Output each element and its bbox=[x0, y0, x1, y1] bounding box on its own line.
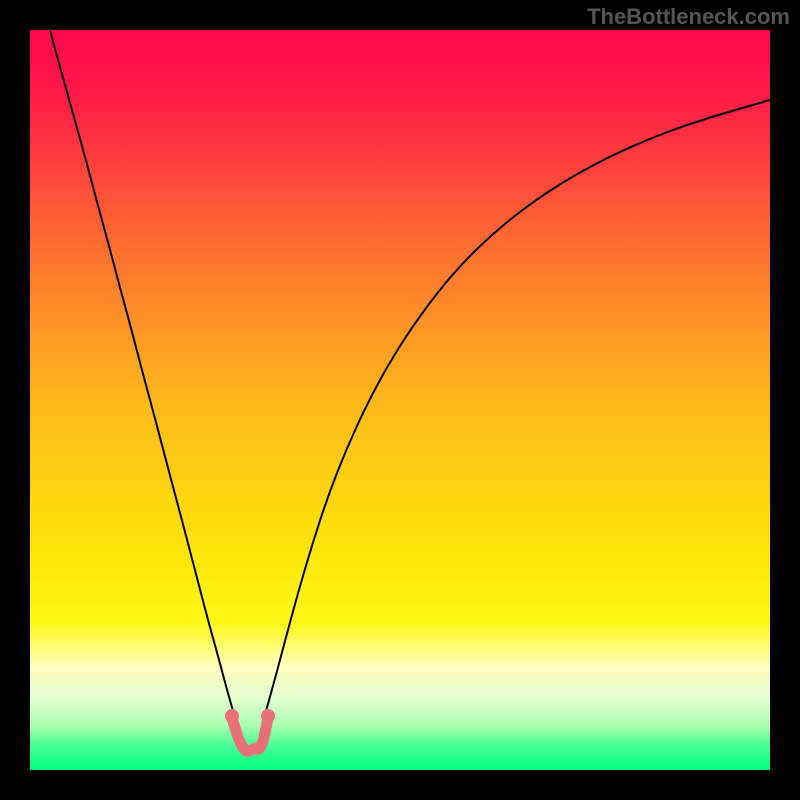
watermark-text: TheBottleneck.com bbox=[587, 4, 790, 30]
chart-frame: TheBottleneck.com bbox=[0, 0, 800, 800]
optimal-zone-endpoint-1 bbox=[261, 709, 275, 723]
gradient-background bbox=[30, 30, 770, 770]
optimal-zone-endpoint-0 bbox=[225, 709, 239, 723]
plot-container bbox=[30, 30, 770, 770]
bottleneck-curve-chart bbox=[30, 30, 770, 770]
